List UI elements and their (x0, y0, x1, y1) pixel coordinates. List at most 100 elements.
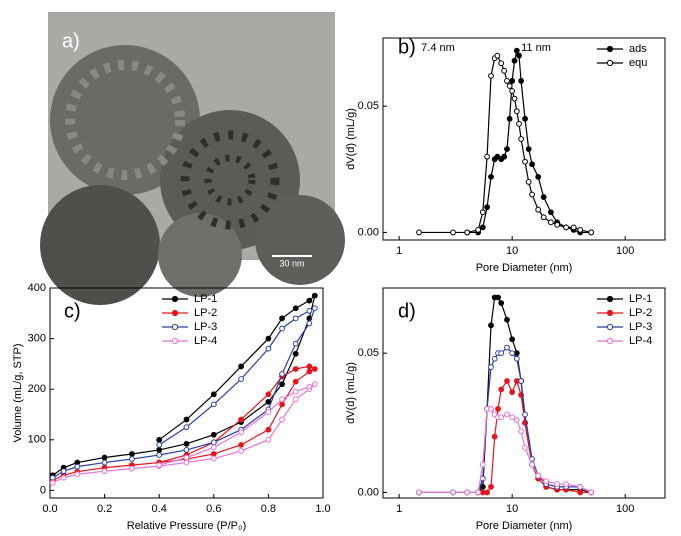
legend-marker (606, 337, 614, 345)
data-point (577, 227, 584, 233)
data-point (183, 416, 190, 423)
data-point (238, 429, 245, 436)
data-point (74, 463, 81, 470)
data-point (498, 386, 505, 393)
data-point (265, 391, 272, 398)
plot-frame (382, 287, 666, 499)
data-point (210, 431, 217, 438)
data-point (535, 472, 542, 479)
y-axis-label: dV(d) (mL/g) (345, 362, 357, 424)
y-tick-label: 0 (40, 484, 46, 496)
legend-label: LP-1 (629, 293, 652, 305)
data-point (484, 489, 490, 496)
data-point (74, 471, 81, 478)
legend-marker (171, 323, 179, 331)
data-point (183, 447, 190, 453)
data-point (156, 462, 163, 469)
data-point (479, 461, 486, 468)
panel-label: a) (62, 30, 80, 52)
data-point (311, 305, 318, 312)
particle (40, 185, 160, 305)
data-point (183, 459, 190, 466)
panel-label: d) (398, 300, 416, 322)
data-point (504, 146, 510, 153)
data-point (509, 78, 516, 84)
data-point (522, 115, 528, 122)
data-point (522, 158, 528, 165)
data-point (506, 83, 513, 89)
data-point (475, 227, 482, 233)
data-point (129, 465, 135, 472)
data-point (577, 489, 584, 496)
series-line (419, 408, 592, 494)
data-point (504, 344, 510, 351)
x-axis-label: Relative Pressure (P/P₀) (127, 520, 247, 532)
y-tick-label: 0.05 (358, 347, 379, 359)
data-point (306, 363, 313, 370)
y-tick-label: 100 (28, 434, 46, 446)
legend-marker (606, 45, 614, 53)
data-point (238, 448, 245, 454)
legend-label: LP-2 (629, 307, 652, 319)
data-point (588, 229, 595, 236)
data-point (504, 378, 510, 384)
legend-label: LP-4 (194, 335, 217, 347)
data-point (156, 441, 163, 448)
data-point (516, 120, 522, 127)
data-point (265, 436, 272, 443)
data-point (513, 417, 520, 423)
legend-marker (606, 295, 614, 303)
y-tick-label: 0.00 (358, 226, 379, 238)
data-point (509, 350, 516, 357)
data-point (183, 424, 190, 431)
data-point (547, 209, 554, 216)
data-point (540, 194, 547, 200)
data-point (292, 340, 299, 347)
data-point (509, 389, 516, 396)
data-point (513, 108, 520, 115)
data-point (238, 376, 245, 382)
legend-label: LP-3 (629, 321, 652, 333)
data-point (306, 307, 313, 314)
legend-label: LP-2 (194, 307, 217, 319)
legend-marker (606, 309, 614, 317)
data-point (516, 52, 522, 59)
x-tick-label: 10 (506, 245, 518, 257)
data-point (60, 468, 67, 475)
data-point (311, 366, 318, 372)
data-point (279, 396, 285, 403)
data-point (495, 405, 501, 412)
series-line (419, 296, 592, 494)
data-point (563, 481, 569, 487)
x-tick-label: 0.4 (152, 503, 167, 515)
data-point (488, 405, 494, 412)
data-point (49, 479, 56, 486)
data-point (475, 489, 482, 496)
particle (158, 213, 242, 297)
data-point (491, 355, 498, 362)
data-point (509, 414, 516, 421)
legend-marker (606, 323, 614, 331)
data-point (60, 474, 67, 481)
data-point (504, 78, 510, 84)
data-point (535, 173, 542, 180)
data-point (279, 315, 285, 322)
data-point (504, 316, 510, 323)
pores (65, 60, 185, 180)
data-point (488, 322, 494, 329)
data-point (292, 388, 299, 395)
x-tick-label: 10 (506, 503, 518, 515)
legend-label: equ (629, 57, 647, 69)
data-point (101, 459, 108, 466)
data-point (292, 315, 299, 322)
tem-image: 30 nm a) (40, 12, 345, 305)
legend-label: LP-1 (194, 293, 217, 305)
y-tick-label: 400 (28, 282, 46, 294)
data-point (183, 454, 190, 461)
x-tick-label: 1.0 (315, 503, 330, 515)
data-point (464, 229, 471, 236)
data-point (129, 451, 135, 457)
data-point (529, 461, 535, 468)
data-point (210, 401, 217, 408)
